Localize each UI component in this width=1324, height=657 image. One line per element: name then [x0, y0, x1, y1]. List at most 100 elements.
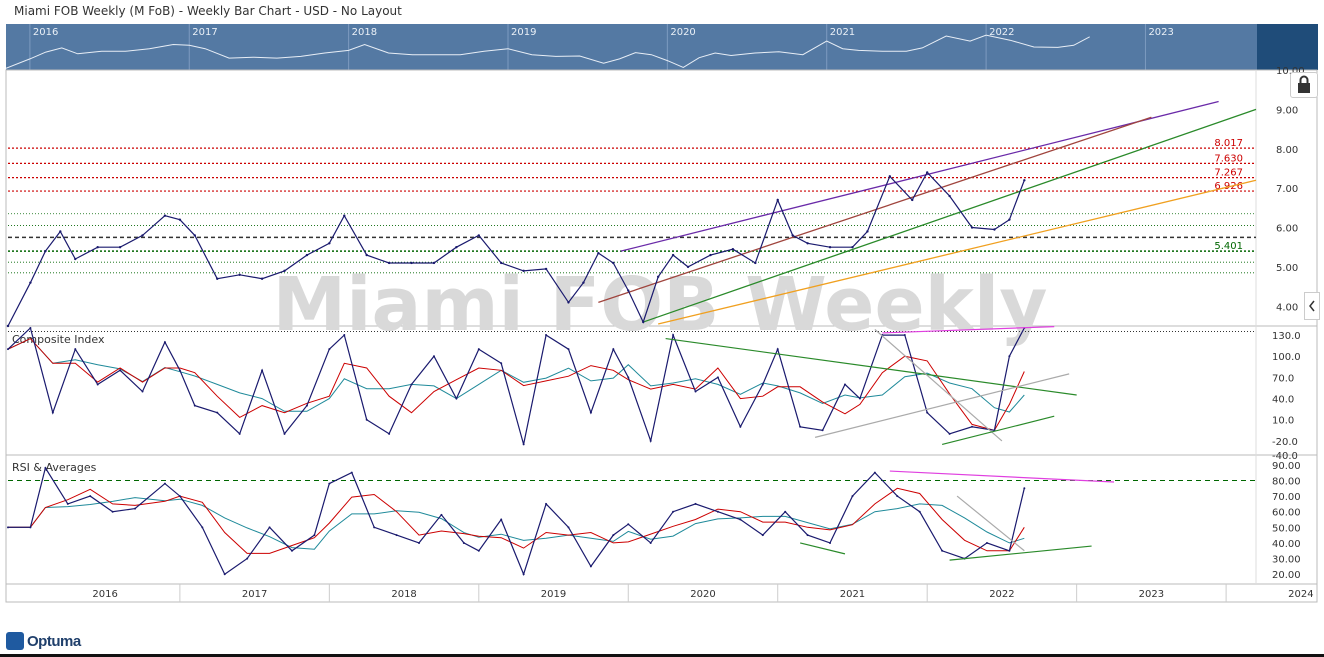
- rsi-point: [941, 549, 944, 552]
- composite-point: [716, 376, 719, 379]
- x-tick-label: 2024: [1288, 589, 1313, 600]
- resistance-label: 8.017: [1214, 138, 1243, 149]
- watermark: Miami FOB Weekly: [273, 262, 1048, 348]
- navigator-year-label: 2022: [989, 27, 1014, 38]
- price-point: [754, 261, 757, 265]
- price-point: [477, 234, 481, 237]
- rsi-trendline: [889, 470, 1115, 483]
- rsi-series-line: [8, 466, 1025, 576]
- price-point: [141, 234, 144, 237]
- rsi-axis-tick: 40.00: [1272, 539, 1301, 550]
- x-tick-label: 2022: [989, 589, 1014, 600]
- price-point: [455, 246, 458, 249]
- composite-axis-tick: 40.0: [1272, 395, 1294, 406]
- price-point: [29, 281, 32, 284]
- navigator-year-label: 2023: [1148, 27, 1173, 38]
- rsi-point: [589, 565, 592, 568]
- composite-point: [305, 404, 308, 407]
- composite-point: [51, 411, 54, 414]
- composite-fast-average: [7, 337, 1025, 431]
- composite-axis-tick: 10.0: [1272, 416, 1294, 427]
- composite-point: [238, 432, 241, 435]
- composite-point: [328, 348, 331, 351]
- chart-canvas[interactable]: Miami FOB Weekly 2016 2017 2018 2019 2020 2021…: [0, 0, 1324, 630]
- navigator-strip[interactable]: 2016 2017 2018 2019 2020 2021 2022 2023: [6, 24, 1257, 70]
- price-point: [343, 214, 346, 217]
- composite-point: [672, 334, 675, 337]
- support-label: 5.401: [1214, 241, 1243, 252]
- price-point: [948, 194, 951, 198]
- rsi-point: [477, 549, 480, 552]
- price-point: [656, 275, 660, 278]
- rsi-point: [328, 482, 331, 485]
- rsi-point: [29, 526, 32, 529]
- rsi-point: [716, 510, 719, 513]
- price-axis-tick: 7.00: [1276, 184, 1298, 195]
- price-point: [925, 171, 929, 174]
- price-point: [791, 234, 794, 237]
- rsi-trendline: [956, 495, 1025, 552]
- composite-point: [477, 348, 480, 351]
- price-point: [544, 267, 548, 271]
- composite-point: [567, 348, 570, 351]
- price-point: [328, 242, 331, 245]
- price-point: [178, 218, 182, 221]
- navigator-year-label: 2016: [33, 27, 58, 38]
- rsi-axis-tick: 90.00: [1272, 461, 1301, 472]
- composite-point: [343, 334, 346, 337]
- composite-point: [388, 432, 391, 435]
- composite-point: [776, 348, 779, 351]
- brand-name: Optuma: [27, 632, 81, 650]
- rsi-point: [163, 482, 166, 485]
- price-point: [671, 253, 675, 257]
- rsi-point: [672, 510, 675, 513]
- price-point: [866, 230, 869, 233]
- composite-trendline: [814, 373, 1070, 438]
- composite-axis-tick: -20.0: [1272, 437, 1298, 448]
- composite-point: [971, 425, 974, 428]
- composite-point: [455, 397, 458, 400]
- price-point: [642, 320, 645, 324]
- collapse-panel-button[interactable]: [1304, 292, 1320, 320]
- composite-point: [627, 376, 630, 379]
- x-tick-label: 2018: [391, 589, 416, 600]
- price-point: [238, 273, 241, 276]
- rsi-point: [739, 518, 742, 521]
- composite-point: [193, 404, 196, 407]
- rsi-point: [395, 534, 398, 537]
- x-tick-label: 2020: [690, 589, 715, 600]
- rsi-point: [694, 502, 697, 505]
- price-point: [970, 226, 974, 229]
- composite-trendline: [941, 415, 1055, 445]
- composite-point: [283, 432, 286, 435]
- price-point: [911, 198, 914, 202]
- rsi-point: [545, 502, 548, 505]
- composite-point: [739, 425, 742, 428]
- resistance-label: 7.630: [1214, 153, 1243, 164]
- navigator-handle[interactable]: [1257, 24, 1318, 70]
- rsi-point: [873, 471, 876, 474]
- price-point: [731, 248, 735, 251]
- price-axis-tick: 10.00: [1276, 66, 1305, 77]
- price-point: [59, 230, 62, 233]
- chart-frame: [5, 69, 1318, 603]
- composite-point: [522, 443, 525, 446]
- composite-panel-title: Composite Index: [12, 333, 105, 346]
- composite-point: [545, 334, 548, 337]
- composite-point: [7, 348, 9, 351]
- rsi-fast-average: [8, 487, 1025, 554]
- lock-button[interactable]: [1290, 72, 1318, 98]
- price-axis-tick: 5.00: [1276, 263, 1298, 274]
- rsi-point: [567, 526, 570, 529]
- composite-point: [365, 418, 368, 421]
- navigator-overview[interactable]: 2016 2017 2018 2019 2020 2021 2022 2023: [6, 24, 1257, 70]
- composite-point: [1008, 355, 1011, 358]
- price-point: [1008, 218, 1011, 221]
- rsi-point: [1023, 487, 1026, 490]
- composite-axis-tick: -40.0: [1272, 451, 1298, 462]
- price-point: [1023, 179, 1026, 182]
- price-point: [432, 261, 436, 265]
- chevron-left-icon: [1309, 300, 1315, 312]
- price-point: [44, 249, 47, 253]
- optuma-logo-icon: [6, 632, 24, 650]
